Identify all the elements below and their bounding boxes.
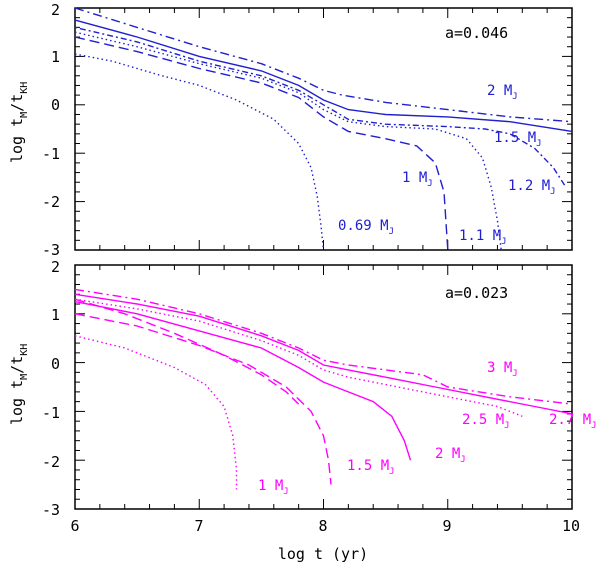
curve-2-m-j [74, 300, 412, 461]
top-panel: 2 1 0 -1 -2 -3 log tM/tKH a=0.046 2 MJ 1… [8, 1, 573, 259]
bottom-ytick-1: 1 [51, 306, 60, 324]
bottom-ytick-2: 2 [51, 258, 60, 276]
top-ytick-m2: -2 [42, 193, 60, 211]
top-ytick-2: 2 [51, 1, 60, 19]
xtick-6: 6 [70, 517, 79, 535]
curve-3-m-j [74, 288, 573, 405]
top-ylabel-main: log t [8, 118, 26, 163]
bottom-ylabel-slash: /t [8, 356, 26, 374]
bottom-label-25mj: 2.5 MJ [462, 412, 510, 431]
top-series-labels: 2 MJ 1.5 MJ 1.2 MJ 1 MJ 1.1 MJ 0.69 MJ [338, 83, 556, 247]
curve-1-m-j [74, 36, 449, 251]
bottom-label-15mj: 1.5 MJ [347, 458, 395, 477]
curve-1-m-j [74, 298, 300, 405]
top-ylabel-sub2: KH [19, 82, 30, 94]
top-ylabel: log tM/tKH [8, 82, 30, 163]
bottom-ylabel: log tM/tKH [8, 344, 30, 425]
bottom-ytick-m1: -1 [42, 404, 60, 422]
curve-0-69-m-j [74, 53, 325, 251]
curve-1-m-j-low- [74, 335, 238, 490]
top-label-2mj: 2 MJ [487, 83, 518, 102]
x-axis-label: log t (yr) [278, 545, 368, 563]
xtick-9: 9 [442, 517, 451, 535]
bottom-ylabel-sub2: KH [19, 344, 30, 356]
curve-2-m-j [74, 7, 573, 123]
top-annotation-a: a=0.046 [445, 24, 508, 42]
curve-1-2-m-j [74, 26, 567, 188]
curve-2-7-m-j [74, 293, 573, 415]
curve-1-1-m-j [74, 31, 502, 251]
top-label-069mj: 0.69 MJ [338, 218, 394, 237]
top-ylabel-slash: /t [8, 94, 26, 112]
bottom-label-2mj: 2 MJ [435, 446, 466, 465]
bottom-annotation-a: a=0.023 [445, 284, 508, 302]
bottom-ylabel-sub1: M [19, 374, 30, 380]
bottom-panel: 2 1 0 -1 -2 -3 log tM/tKH a=0.023 3 MJ 2… [8, 258, 597, 563]
top-plot-frame [74, 7, 573, 251]
top-ylabel-sub1: M [19, 112, 30, 118]
top-curves [74, 7, 573, 251]
bottom-ticks [74, 264, 573, 510]
bottom-ylabel-main: log t [8, 380, 26, 425]
top-label-11mj: 1.1 MJ [459, 228, 507, 247]
bottom-label-27mj: 2.7 MJ [549, 412, 597, 431]
curve-1-5-m-j [74, 313, 332, 485]
xtick-8: 8 [318, 517, 327, 535]
xtick-7: 7 [194, 517, 203, 535]
top-label-12mj: 1.2 MJ [508, 178, 556, 197]
bottom-series-labels: 3 MJ 2.5 MJ 2.7 MJ 2 MJ 1.5 MJ 1 MJ [258, 360, 597, 497]
bottom-ytick-m2: -2 [42, 453, 60, 471]
top-ticks [74, 7, 573, 251]
bottom-ytick-m3: -3 [42, 501, 60, 519]
top-label-1mj: 1 MJ [402, 170, 433, 189]
top-ytick-m1: -1 [42, 145, 60, 163]
top-ytick-1: 1 [51, 48, 60, 66]
top-ytick-m3: -3 [42, 241, 60, 259]
bottom-label-1mj: 1 MJ [258, 478, 289, 497]
xtick-10: 10 [562, 517, 580, 535]
top-ytick-0: 0 [51, 96, 60, 114]
curve-1-5-m-j [74, 19, 573, 133]
bottom-label-3mj: 3 MJ [487, 360, 518, 379]
top-label-15mj: 1.5 MJ [494, 130, 542, 149]
bottom-ytick-0: 0 [51, 355, 60, 373]
bottom-curves [74, 288, 573, 490]
